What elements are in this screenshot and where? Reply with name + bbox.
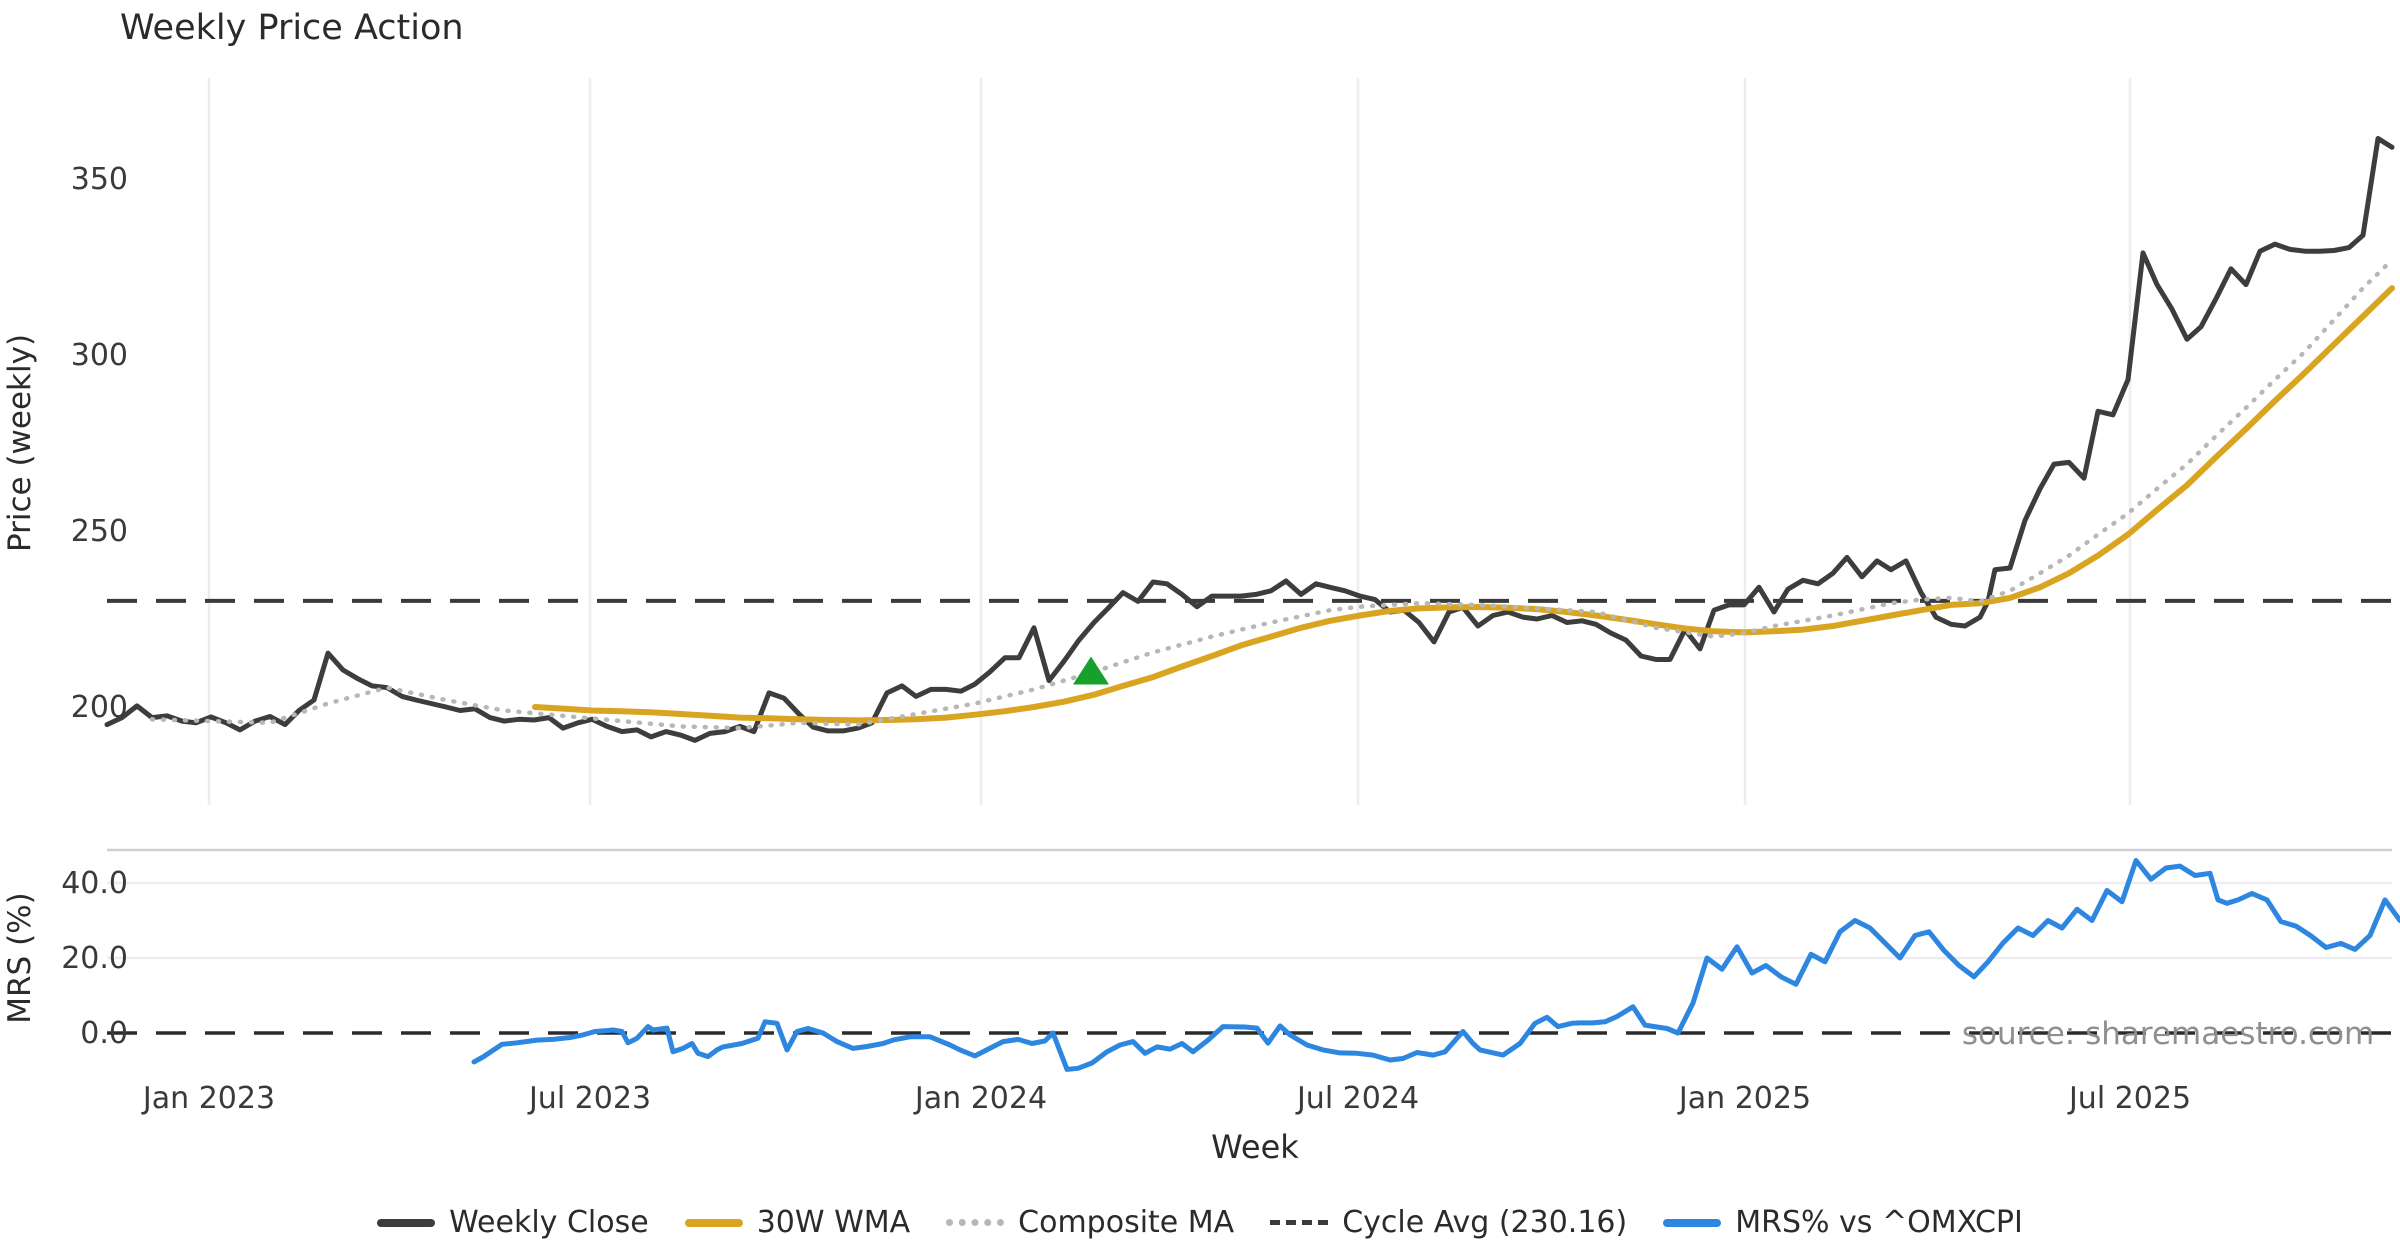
legend-item-30w-wma: 30W WMA	[684, 1205, 911, 1240]
price-axis-tick-label: 250	[71, 514, 128, 549]
series-line-mrs-vs-omxcpi	[471, 858, 2400, 1072]
x-axis-tick-label: Jul 2023	[527, 1081, 651, 1116]
buy-signal-marker	[1073, 656, 1109, 685]
x-axis-tick-label: Jan 2023	[141, 1081, 275, 1116]
legend-label: Cycle Avg (230.16)	[1342, 1205, 1628, 1240]
source-watermark: source: sharemaestro.com	[1962, 1016, 2374, 1052]
series-line-composite-ma	[149, 257, 2395, 731]
legend-solid-line-swatch	[684, 1218, 743, 1227]
mrs-axis-tick-label: 0.0	[80, 1016, 128, 1051]
legend-item-cycle-avg-230-16-: Cycle Avg (230.16)	[1270, 1205, 1627, 1240]
legend-item-weekly-close: Weekly Close	[377, 1205, 649, 1240]
chart-title: Weekly Price Action	[120, 8, 464, 48]
mrs-axis-tick-label: 40.0	[61, 866, 128, 901]
x-axis-tick-label: Jan 2025	[1677, 1081, 1811, 1116]
legend-item-composite-ma: Composite MA	[946, 1205, 1234, 1240]
x-axis-tick-label: Jul 2024	[1295, 1081, 1419, 1116]
legend-solid-line-swatch	[377, 1218, 436, 1227]
legend: Weekly Close 30W WMA Composite MA Cycle Avg…	[0, 1205, 2400, 1240]
legend-item-mrs-vs-omxcpi: MRS% vs ^OMXCPI	[1663, 1205, 2023, 1240]
x-axis-tick-label: Jan 2024	[913, 1081, 1047, 1116]
mrs-axis-title: MRS (%)	[2, 892, 38, 1023]
x-axis-title: Week	[1211, 1128, 1299, 1166]
price-axis-title: Price (weekly)	[2, 334, 38, 552]
legend-dotted-line-swatch	[946, 1219, 1005, 1226]
price-axis-tick-label: 300	[71, 338, 128, 373]
legend-label: Weekly Close	[449, 1205, 649, 1240]
legend-label: 30W WMA	[756, 1205, 911, 1240]
price-axis-tick-label: 200	[71, 690, 128, 725]
legend-label: Composite MA	[1018, 1205, 1235, 1240]
legend-solid-line-swatch	[1663, 1218, 1722, 1227]
legend-label: MRS% vs ^OMXCPI	[1735, 1205, 2023, 1240]
legend-dashed-line-swatch	[1270, 1220, 1329, 1225]
x-axis-tick-label: Jul 2025	[2067, 1081, 2191, 1116]
mrs-axis-tick-label: 20.0	[61, 941, 128, 976]
series-line-weekly-close	[104, 136, 2395, 743]
price-axis-tick-label: 350	[71, 162, 128, 197]
series-line-30w-wma	[532, 285, 2395, 724]
